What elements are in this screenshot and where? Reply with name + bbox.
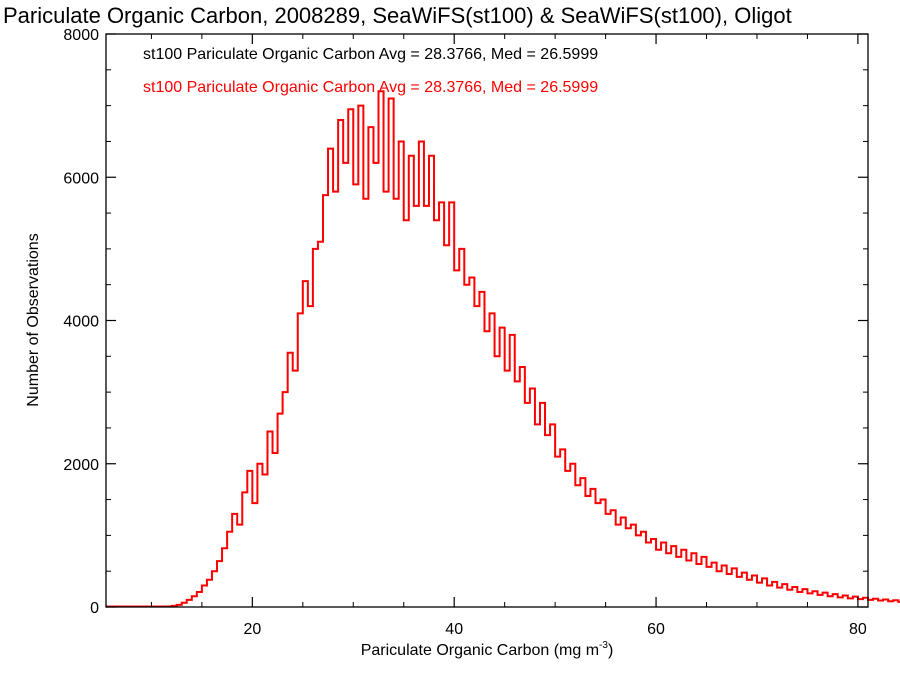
y-axis-label: Number of Observations [25,233,42,406]
chart-title: Pariculate Organic Carbon, 2008289, SeaW… [3,3,792,28]
legend-entry-red: st100 Pariculate Organic Carbon Avg = 28… [143,79,598,96]
x-axis-label: Pariculate Organic Carbon (mg m-3) [361,640,614,659]
x-tick-label: 40 [445,621,463,638]
x-axis-label-main: Pariculate Organic Carbon (mg m [361,642,599,659]
x-tick-label: 60 [647,621,665,638]
series-layer [106,90,900,608]
y-axis: 0 2000 4000 6000 8000 [63,27,868,617]
series-line-0 [106,90,900,608]
y-tick-label: 4000 [63,314,99,331]
x-axis-label-superscript: -3 [599,640,608,651]
y-tick-label: 6000 [63,170,99,187]
x-tick-label: 20 [243,621,261,638]
x-axis: 20 40 60 80 [150,34,867,638]
x-tick-label: 80 [849,621,867,638]
plot-frame [105,33,869,608]
x-axis-label-close: ) [608,642,613,659]
y-tick-label: 2000 [63,457,99,474]
series-line-1 [106,90,900,608]
y-tick-label: 8000 [63,27,99,44]
legend-entry-black: st100 Pariculate Organic Carbon Avg = 28… [143,46,598,63]
y-tick-label: 0 [90,600,99,617]
